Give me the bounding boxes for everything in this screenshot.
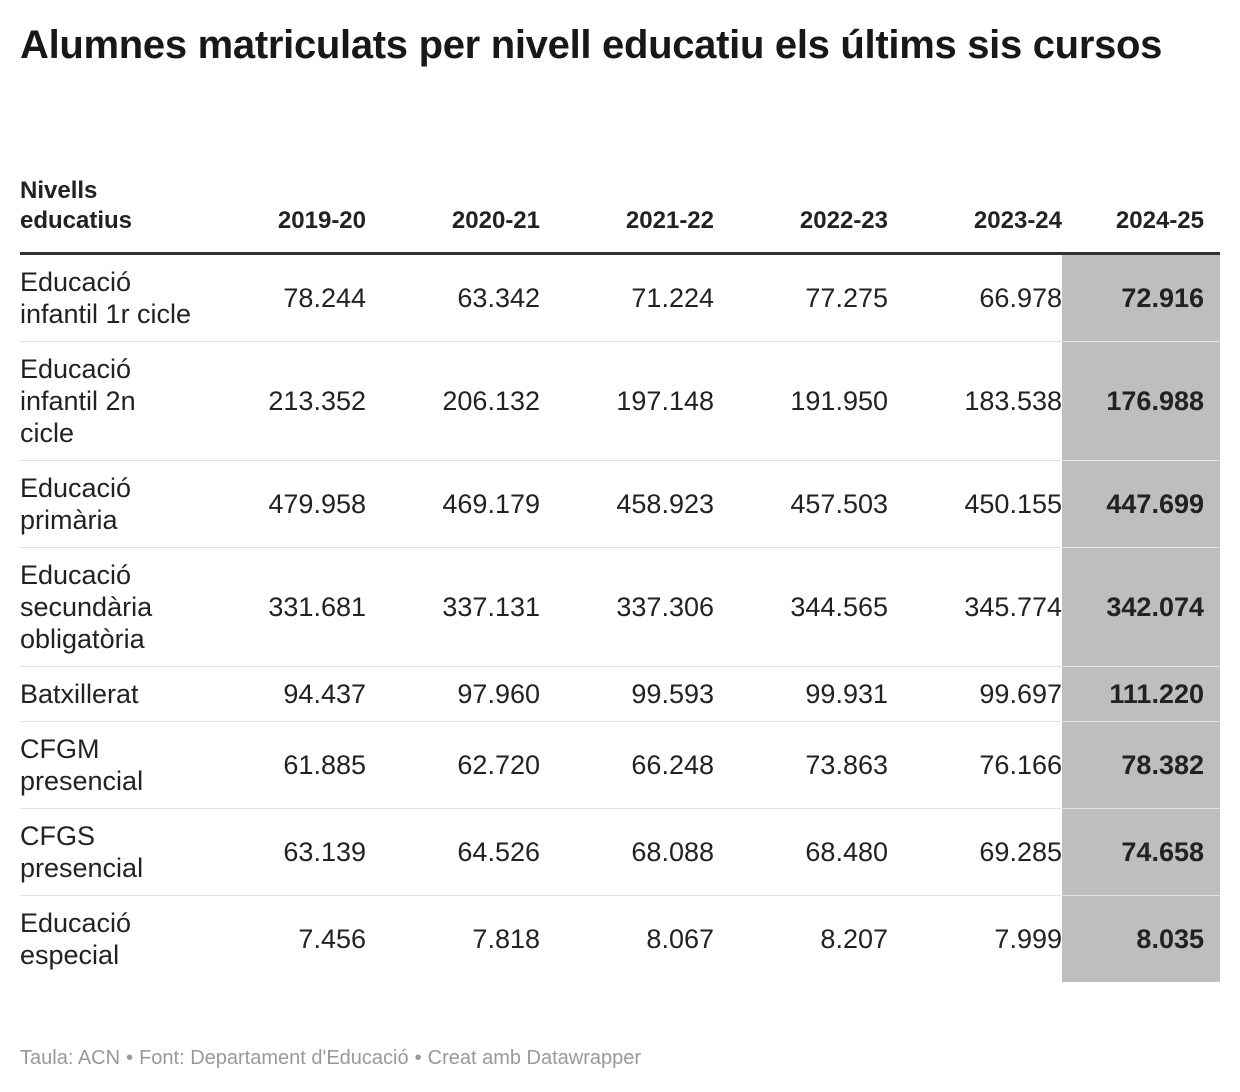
table-cell: 76.166: [888, 721, 1062, 809]
table-row: Educació secundària obligatòria 331.681 33…: [20, 547, 1220, 667]
table-cell: 78.244: [192, 253, 366, 342]
column-header-year[interactable]: 2020-21: [366, 172, 540, 255]
table-cell: 337.306: [540, 547, 714, 667]
table-cell: 73.863: [714, 721, 888, 809]
footer-source: Font: Departament d'Educació: [139, 1047, 409, 1069]
highlighted-cell: 72.916: [1062, 253, 1220, 342]
table-cell: 94.437: [192, 666, 366, 722]
row-label: CFGM presencial: [20, 721, 192, 809]
table-cell: 99.697: [888, 666, 1062, 722]
column-header-year[interactable]: 2024-25: [1062, 172, 1220, 255]
row-label: CFGS presencial: [20, 808, 192, 896]
table-cell: 62.720: [366, 721, 540, 809]
table-cell: 345.774: [888, 547, 1062, 667]
table-cell: 66.248: [540, 721, 714, 809]
table-cell: 68.480: [714, 808, 888, 896]
table-cell: 331.681: [192, 547, 366, 667]
table-cell: 191.950: [714, 341, 888, 461]
column-header-year[interactable]: 2022-23: [714, 172, 888, 255]
table-cell: 457.503: [714, 460, 888, 548]
table-cell: 8.067: [646, 924, 714, 954]
row-label: Educació infantil 1r cicle: [20, 253, 192, 342]
table-cell: 450.155: [888, 460, 1062, 548]
row-label: Educació especial: [20, 908, 132, 970]
footer-separator: •: [414, 1047, 422, 1069]
table-row: CFGS presencial 63.139 64.526 68.088 68.480 6…: [20, 808, 1220, 896]
table-cell: 7.818: [472, 924, 540, 954]
table-cell: 64.526: [366, 808, 540, 896]
table-cell: 206.132: [366, 341, 540, 461]
table-row: Batxillerat 94.437 97.960 99.593 99.931 99.69…: [20, 666, 1220, 722]
table-cell: 7.456: [298, 924, 366, 954]
table-cell: 63.139: [192, 808, 366, 896]
table-row: Educació especial 7.456 7.818 8.067 8.207 7.9…: [20, 895, 1220, 982]
table-cell: 213.352: [192, 341, 366, 461]
table-cell: 458.923: [540, 460, 714, 548]
highlighted-cell: 447.699: [1062, 460, 1220, 548]
table-cell: 69.285: [888, 808, 1062, 896]
table-row: Educació infantil 2n cicle 213.352 206.132…: [20, 341, 1220, 461]
data-table: Nivells educatius 2019-20 2020-21 2021-2…: [20, 172, 1220, 982]
footer-separator: •: [126, 1047, 134, 1069]
table-row: Educació primària 479.958 469.179 458.923 45…: [20, 460, 1220, 548]
table-cell: 469.179: [366, 460, 540, 548]
table-cell: 197.148: [540, 341, 714, 461]
highlighted-cell: 111.220: [1062, 666, 1220, 722]
footer-datawrapper-link[interactable]: Creat amb Datawrapper: [427, 1047, 642, 1069]
table-cell: 99.931: [714, 666, 888, 722]
row-label: Batxillerat: [20, 666, 192, 722]
table-cell: 61.885: [192, 721, 366, 809]
table-cell: 68.088: [540, 808, 714, 896]
table-cell: 7.999: [994, 924, 1062, 954]
table-header-row: Nivells educatius 2019-20 2020-21 2021-2…: [20, 172, 1220, 255]
table-cell: 66.978: [888, 253, 1062, 342]
table-cell: 63.342: [366, 253, 540, 342]
table-body: Educació infantil 1r cicle 78.244 63.342 71…: [20, 253, 1220, 982]
row-label: Educació infantil 2n cicle: [20, 341, 192, 461]
highlighted-cell: 78.382: [1062, 721, 1220, 809]
table-cell: 344.565: [714, 547, 888, 667]
table-row: Educació infantil 1r cicle 78.244 63.342 71…: [20, 253, 1220, 342]
column-header-year[interactable]: 2019-20: [192, 172, 366, 255]
column-header-label[interactable]: Nivells educatius: [20, 172, 192, 255]
row-label: Educació primària: [20, 460, 192, 548]
table-row: CFGM presencial 61.885 62.720 66.248 73.863 7…: [20, 721, 1220, 809]
row-label: Educació secundària obligatòria: [20, 547, 192, 667]
table-cell: 97.960: [366, 666, 540, 722]
column-header-year[interactable]: 2023-24: [888, 172, 1062, 255]
table-cell: 479.958: [192, 460, 366, 548]
highlighted-cell: 342.074: [1062, 547, 1220, 667]
footer-table-credit: Taula: ACN: [20, 1047, 121, 1069]
table-cell: 8.207: [820, 924, 888, 954]
column-header-year[interactable]: 2021-22: [540, 172, 714, 255]
highlighted-cell: 176.988: [1062, 341, 1220, 461]
footer: Taula: ACN • Font: Departament d'Educació •…: [20, 1045, 641, 1071]
highlighted-cell: 8.035: [1062, 895, 1220, 982]
highlighted-cell: 74.658: [1062, 808, 1220, 896]
chart-title: Alumnes matriculats per nivell educatiu …: [20, 23, 1163, 67]
table-cell: 99.593: [540, 666, 714, 722]
table-cell: 71.224: [540, 253, 714, 342]
table-cell: 337.131: [366, 547, 540, 667]
table-cell: 77.275: [714, 253, 888, 342]
table-cell: 183.538: [888, 341, 1062, 461]
